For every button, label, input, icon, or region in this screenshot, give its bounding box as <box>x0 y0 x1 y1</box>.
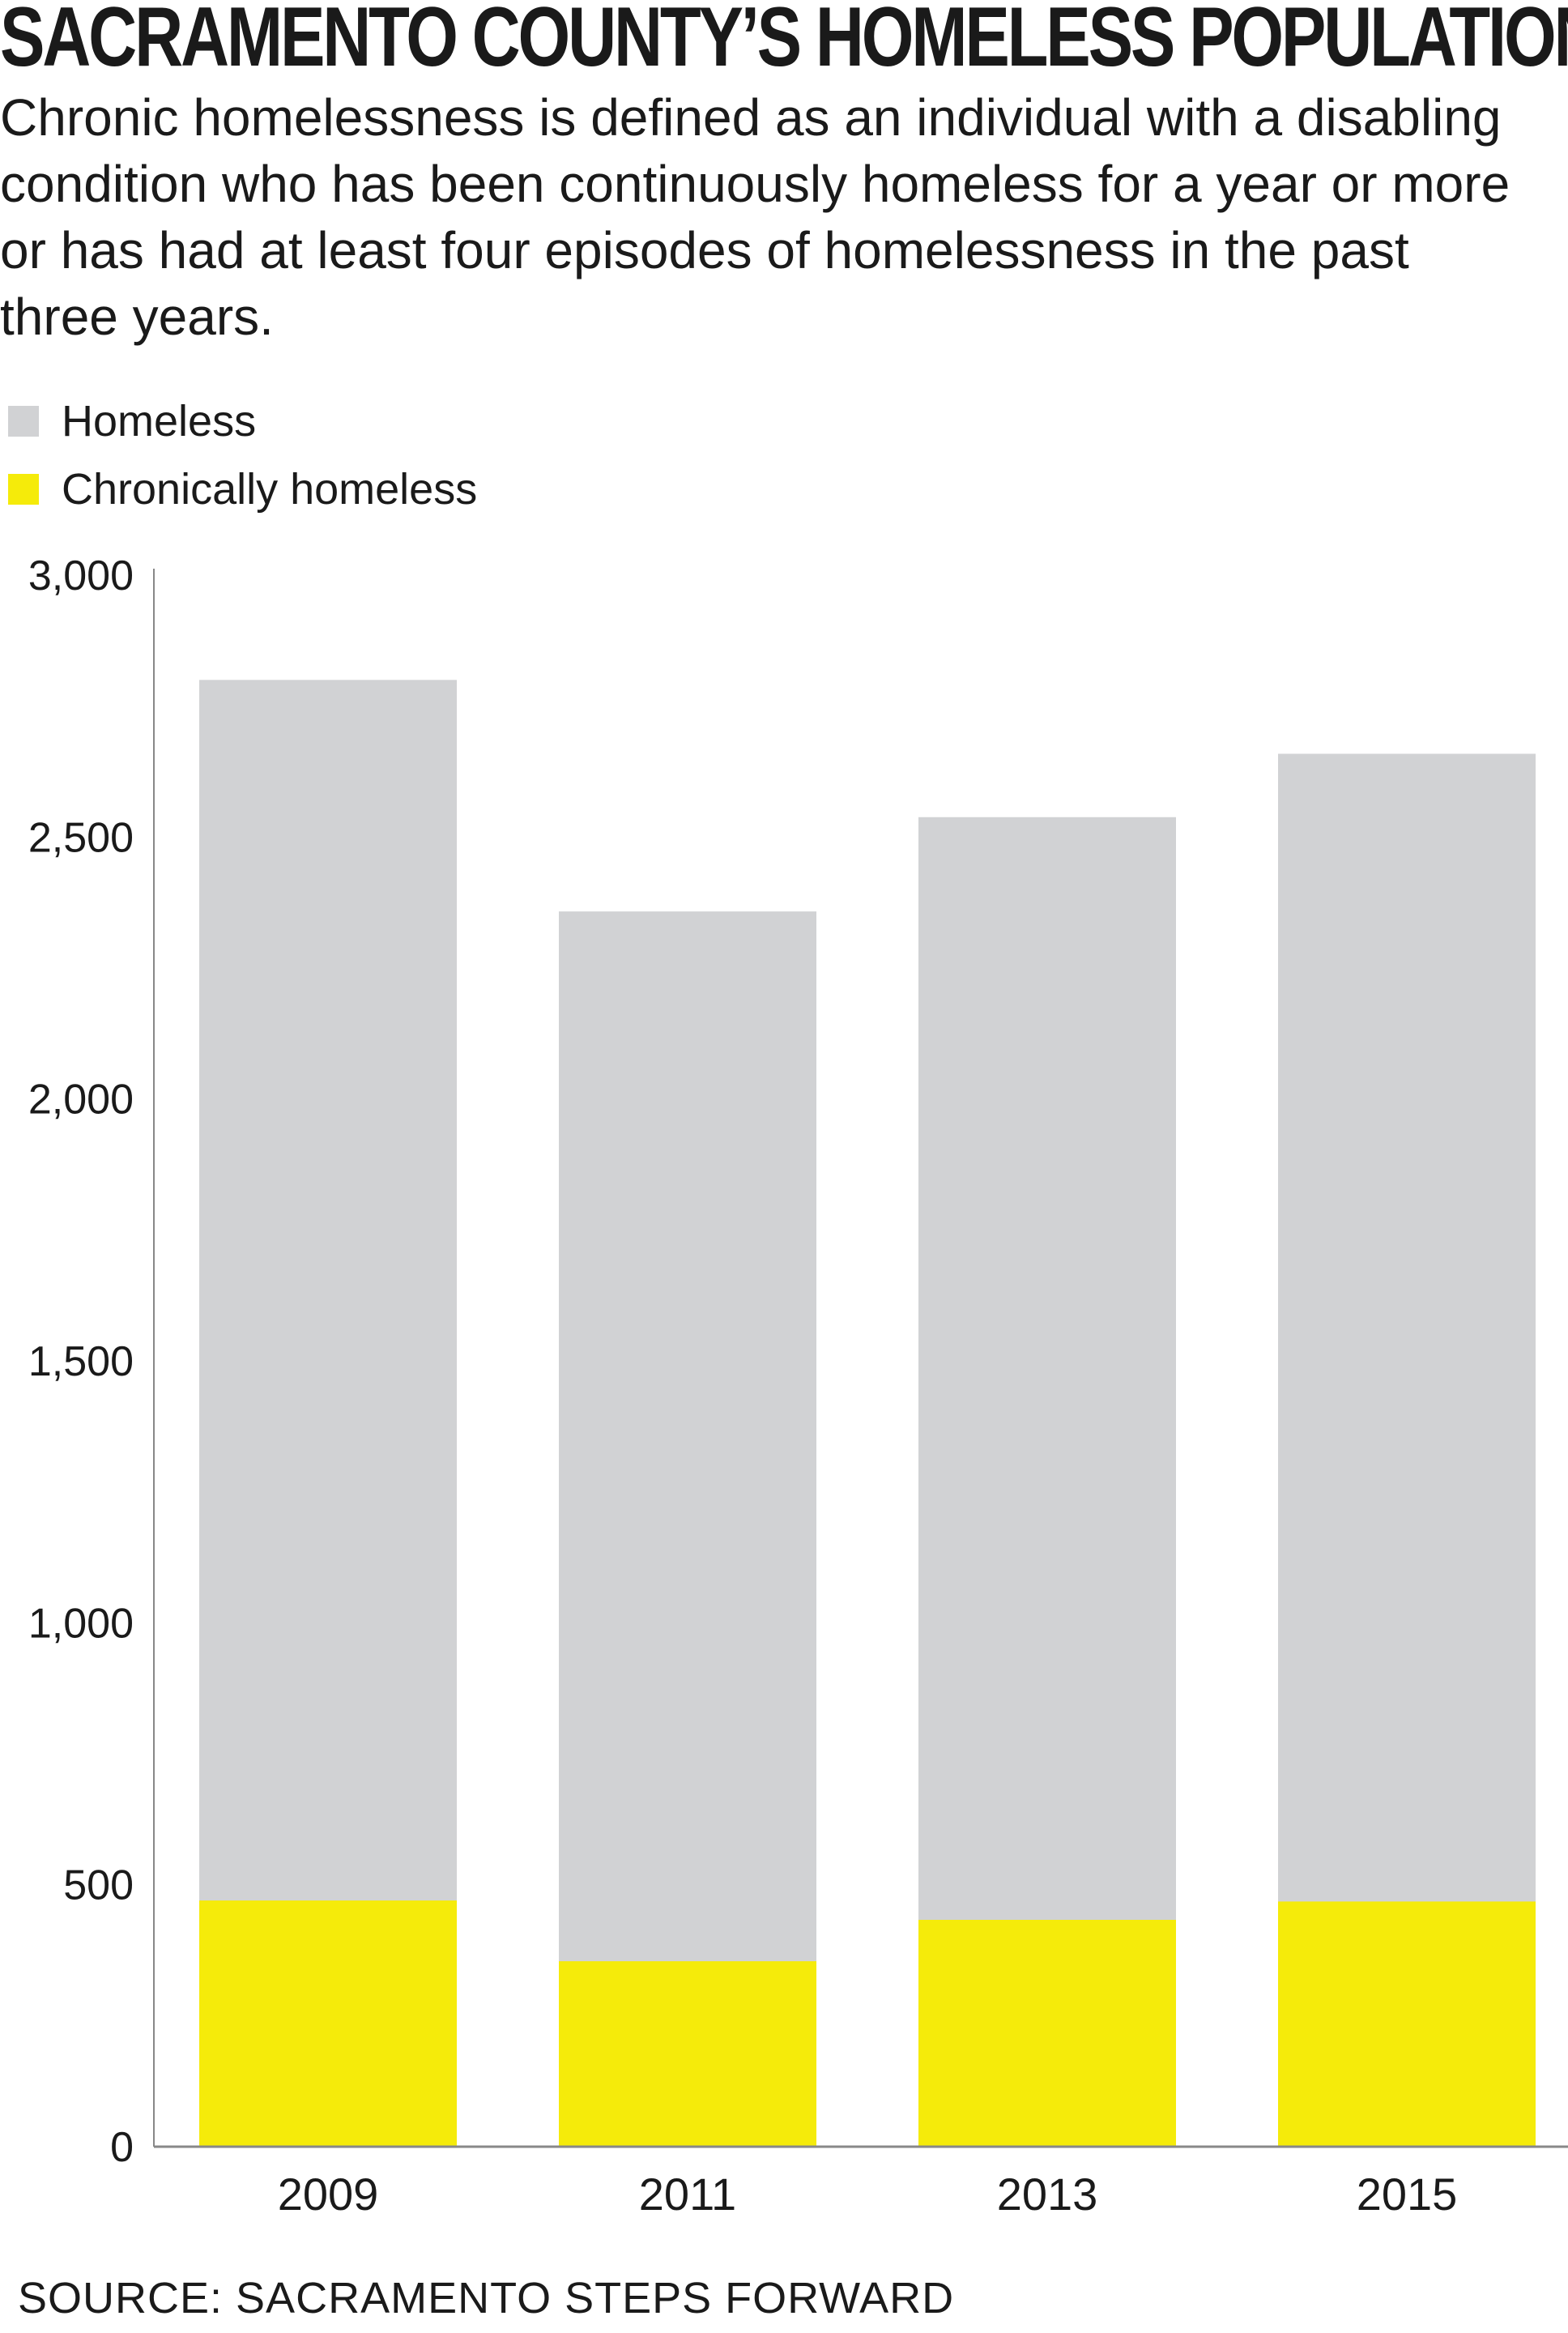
legend: Homeless Chronically homeless <box>8 387 477 523</box>
legend-item-homeless: Homeless <box>8 387 477 455</box>
bar-chronic-2015 <box>1278 1901 1536 2147</box>
x-tick-label-2011: 2011 <box>639 2169 736 2220</box>
x-tick-label-2015: 2015 <box>1357 2169 1458 2220</box>
x-tick-label-2009: 2009 <box>278 2169 379 2220</box>
y-tick-label-2000: 2,000 <box>28 1077 134 1124</box>
bar-homeless-2011 <box>559 911 816 2147</box>
bar-chronic-2013 <box>918 1919 1176 2147</box>
bar-chronic-2011 <box>559 1961 816 2147</box>
legend-swatch-chronic <box>8 474 39 505</box>
y-tick-label-1000: 1,000 <box>28 1600 134 1647</box>
legend-swatch-homeless <box>8 406 39 437</box>
y-tick-label-500: 500 <box>63 1862 134 1909</box>
legend-item-chronic: Chronically homeless <box>8 455 477 523</box>
y-tick-label-2500: 2,500 <box>28 814 134 861</box>
bar-chart: 0 500 1,000 1,500 2,000 2,500 3,000 2009 2011 201… <box>28 552 1568 2220</box>
chart-subtitle: Chronic homelessness is defined as an in… <box>0 88 1510 346</box>
y-tick-label-3000: 3,000 <box>28 552 134 599</box>
y-tick-label-1500: 1,500 <box>28 1338 134 1385</box>
x-tick-label-2013: 2013 <box>997 2169 1098 2220</box>
bar-chronic-2009 <box>199 1900 457 2147</box>
legend-label-chronic: Chronically homeless <box>62 465 478 514</box>
source-note: SOURCE: SACRAMENTO STEPS FORWARD <box>18 2274 955 2322</box>
y-tick-label-0: 0 <box>110 2124 134 2171</box>
legend-label-homeless: Homeless <box>62 397 257 446</box>
chart-title: SACRAMENTO COUNTY’S HOMELESS POPULATION <box>0 0 1568 84</box>
